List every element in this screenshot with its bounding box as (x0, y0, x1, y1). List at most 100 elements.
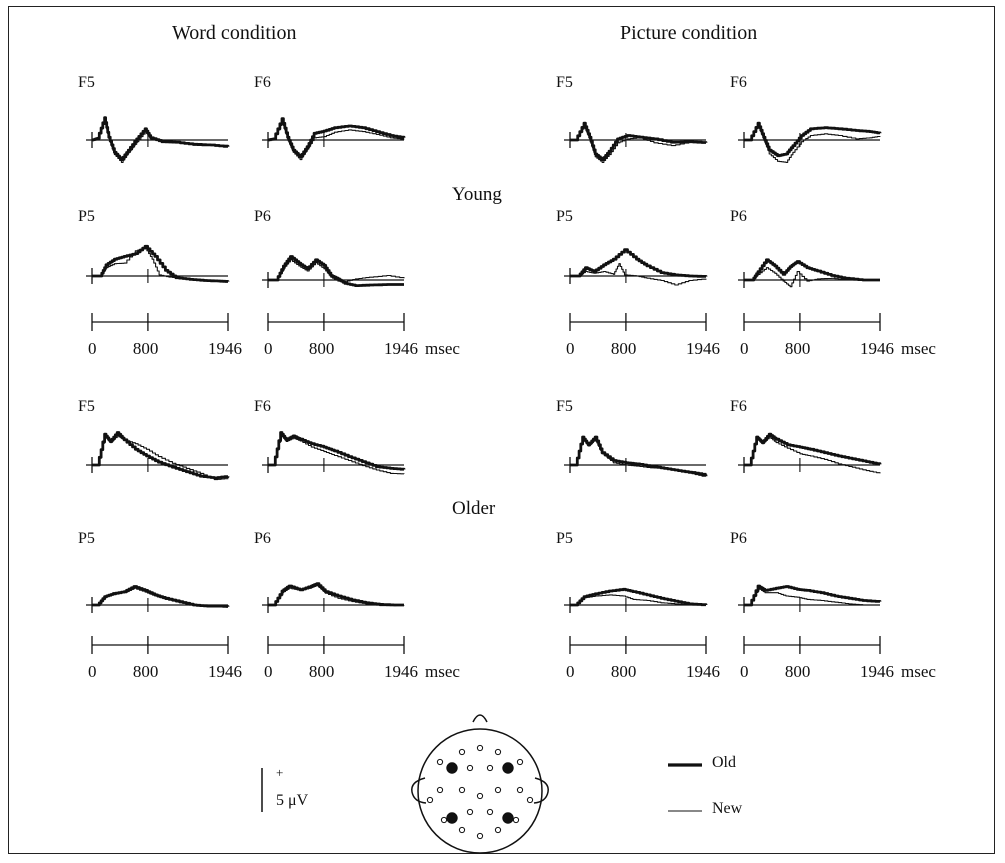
tick-label-800-older-word-1: 800 (308, 662, 335, 681)
tick-unit-older-picture-1: msec (901, 662, 936, 681)
wave-new-young-picture-p5 (570, 263, 707, 286)
tick-unit-older-word-1: msec (425, 662, 460, 681)
tick-label-800-young-word-0: 800 (132, 339, 159, 358)
electrode-site-7 (436, 786, 444, 794)
wave-old-young-word-p5 (92, 244, 230, 283)
panel-older-word-p6 (262, 582, 405, 613)
electrode-label-older-picture-f5: F5 (556, 398, 573, 415)
electrode-site-3 (436, 758, 444, 766)
wave-old-older-picture-f6 (744, 432, 882, 467)
electrode-label-young-word-f5: F5 (78, 74, 95, 91)
electrode-site-6 (486, 764, 494, 772)
panel-older-picture-f5 (564, 435, 708, 477)
electrode-label-young-word-p6: P6 (254, 208, 271, 225)
tick-label-1946-young-word-0: 1946 (208, 339, 242, 358)
electrode-label-older-picture-p5: P5 (556, 530, 573, 547)
time-axis-young-word-1 (267, 313, 405, 331)
electrode-site-p6 (502, 812, 514, 824)
electrode-site-4 (516, 758, 524, 766)
electrode-site-5 (466, 764, 474, 772)
tick-label-800-young-picture-1: 800 (784, 339, 811, 358)
tick-label-1946-young-picture-0: 1946 (686, 339, 720, 358)
tick-label-0-young-word-1: 0 (264, 339, 273, 358)
wave-new-young-picture-p6 (744, 267, 880, 288)
figure-frame (8, 6, 995, 854)
electrode-label-young-picture-f5: F5 (556, 74, 573, 91)
time-axes (91, 313, 881, 654)
panel-young-word-f6 (262, 117, 406, 161)
tick-label-0-young-picture-1: 0 (740, 339, 749, 358)
electrode-site-f5 (446, 762, 458, 774)
electrode-sites (426, 744, 534, 840)
wave-old-young-picture-p5 (570, 248, 708, 278)
electrode-site-17 (494, 826, 502, 834)
tick-label-0-older-picture-1: 0 (740, 662, 749, 681)
electrode-site-0 (458, 748, 466, 756)
tick-label-0-young-picture-0: 0 (566, 339, 575, 358)
electrode-site-14 (440, 816, 448, 824)
panel-young-word-p5 (86, 244, 230, 284)
panel-older-picture-p5 (564, 587, 708, 613)
panel-older-picture-f6 (738, 432, 882, 474)
electrode-label-young-picture-p5: P5 (556, 208, 573, 225)
tick-label-1946-young-word-1: 1946 (384, 339, 418, 358)
tick-label-1946-older-word-1: 1946 (384, 662, 418, 681)
electrode-label-older-word-f6: F6 (254, 398, 271, 415)
electrode-site-2 (494, 748, 502, 756)
wave-new-older-picture-p6 (744, 587, 880, 606)
tick-unit-young-word-1: msec (425, 339, 460, 358)
electrode-label-young-picture-p6: P6 (730, 208, 747, 225)
electrode-site-p5 (446, 812, 458, 824)
electrode-label-older-picture-p6: P6 (730, 530, 747, 547)
wave-old-older-word-p5 (92, 585, 230, 608)
tick-label-0-older-picture-0: 0 (566, 662, 575, 681)
head-right-ear (533, 777, 549, 804)
electrode-label-young-word-p5: P5 (78, 208, 95, 225)
tick-label-1946-young-picture-1: 1946 (860, 339, 894, 358)
electrode-site-12 (466, 808, 474, 816)
wave-old-older-word-p6 (268, 582, 404, 607)
wave-old-older-word-f6 (268, 431, 406, 471)
group-label-young: Young (452, 184, 502, 205)
electrode-label-young-picture-f6: F6 (730, 74, 747, 91)
electrode-label-older-picture-f6: F6 (730, 398, 747, 415)
tick-label-0-young-word-0: 0 (88, 339, 97, 358)
panel-young-word-f5 (86, 116, 230, 163)
tick-label-1946-older-picture-1: 1946 (860, 662, 894, 681)
condition-title-word: Word condition (172, 22, 297, 44)
tick-label-800-older-word-0: 800 (132, 662, 159, 681)
wave-old-older-picture-f5 (570, 435, 708, 477)
electrode-head-map (411, 714, 549, 854)
panel-young-picture-p5 (564, 248, 708, 286)
time-axis-young-word-0 (91, 313, 229, 331)
electrode-site-9 (494, 786, 502, 794)
wave-old-young-picture-p6 (744, 258, 880, 282)
time-axis-young-picture-1 (743, 313, 881, 331)
scale-bar-polarity: + (276, 765, 284, 780)
time-axis-older-word-1 (267, 636, 405, 654)
head-nose (472, 714, 488, 723)
tick-label-800-young-picture-0: 800 (610, 339, 637, 358)
wave-old-older-picture-p5 (570, 587, 708, 607)
wave-old-young-picture-f6 (744, 121, 882, 158)
wave-old-young-word-f5 (92, 116, 230, 161)
wave-old-older-picture-p6 (744, 584, 882, 607)
electrode-site-19 (426, 796, 434, 804)
condition-title-picture: Picture condition (620, 22, 758, 44)
head-outline (417, 728, 543, 854)
tick-label-1946-older-word-0: 1946 (208, 662, 242, 681)
tick-label-1946-older-picture-0: 1946 (686, 662, 720, 681)
tick-label-800-older-picture-1: 800 (784, 662, 811, 681)
panel-older-word-p5 (86, 585, 230, 613)
electrode-site-1 (476, 744, 484, 752)
electrode-label-young-word-f6: F6 (254, 74, 271, 91)
wave-old-young-word-f6 (268, 117, 406, 159)
electrode-label-older-word-p5: P5 (78, 530, 95, 547)
erp-panels (86, 116, 882, 613)
time-axis-young-picture-0 (569, 313, 707, 331)
wave-old-young-word-p6 (268, 255, 404, 287)
tick-label-0-older-word-0: 0 (88, 662, 97, 681)
panel-young-picture-f5 (564, 121, 708, 163)
time-axis-older-picture-1 (743, 636, 881, 654)
